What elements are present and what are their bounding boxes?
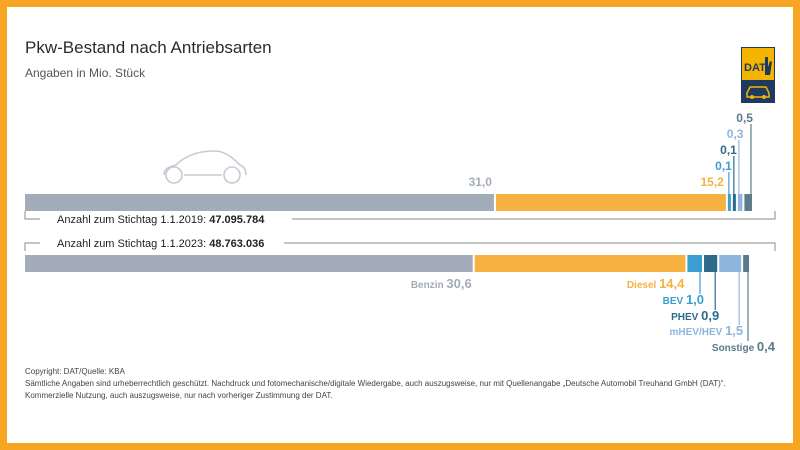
bar-label-2023-2: BEV 1,0 [663, 292, 704, 307]
chart-subtitle: Angaben in Mio. Stück [25, 66, 146, 80]
chart-frame [7, 7, 793, 443]
value-label-2023-5: 0,4 [757, 339, 776, 354]
footer-copyright: Copyright: DAT/Quelle: KBA [25, 367, 125, 376]
bar-label-2023-4: mHEV/HEV 1,5 [669, 323, 743, 338]
value-label-2019-5: 0,5 [736, 111, 753, 125]
category-label-3: PHEV [671, 312, 701, 323]
row1-bracket [24, 211, 776, 220]
bar-2019-diesel [495, 194, 726, 211]
category-label-2: BEV [663, 296, 686, 307]
bar-label-2023-1: Diesel 14,4 [627, 276, 685, 291]
dat-logo-text: DAT [744, 62, 766, 74]
bar-2019-benzin [25, 194, 494, 211]
bar-2019-mhevhev [737, 194, 743, 211]
value-label-2023-3: 0,9 [701, 308, 719, 323]
bar-2023-bev [687, 255, 703, 272]
bar-2023-diesel [474, 255, 686, 272]
bar-label-2023-5: Sonstige 0,4 [712, 339, 776, 354]
value-label-2023-4: 1,5 [725, 323, 743, 338]
footer-rights: Sämtliche Angaben sind urheberrechtlich … [25, 379, 726, 388]
value-label-2019-0: 31,0 [469, 175, 493, 189]
row2-total-label: Anzahl zum Stichtag 1.1.2023: 48.763.036 [57, 238, 264, 250]
category-label-1: Diesel [627, 280, 659, 291]
bar-label-2023-0: Benzin 30,6 [411, 276, 472, 291]
value-label-2019-3: 0,1 [720, 143, 737, 157]
footer-commercial: Kommerzielle Nutzung, auch auszugsweise,… [25, 391, 333, 400]
value-label-2019-2: 0,1 [715, 159, 732, 173]
bar-2023-phev [704, 255, 718, 272]
bar-2023-sonstige [743, 255, 749, 272]
value-label-2019-1: 15,2 [701, 175, 725, 189]
chart-title: Pkw-Bestand nach Antriebsarten [25, 38, 272, 57]
category-label-5: Sonstige [712, 343, 757, 354]
bar-2023-benzin [25, 255, 473, 272]
bar-2019-sonstige [744, 194, 752, 211]
row2-bracket [24, 242, 776, 251]
dat-logo: DAT [741, 47, 775, 103]
car-outline-icon [163, 150, 247, 184]
bar-2023-mhevhev [719, 255, 742, 272]
value-label-2023-0: 30,6 [446, 276, 471, 291]
value-label-2023-1: 14,4 [659, 276, 685, 291]
bar-2019-bev [727, 194, 731, 211]
category-label-0: Benzin [411, 280, 447, 291]
bar-label-2023-3: PHEV 0,9 [671, 308, 719, 323]
category-label-4: mHEV/HEV [669, 327, 725, 338]
value-label-2023-2: 1,0 [686, 292, 704, 307]
value-label-2019-4: 0,3 [727, 127, 744, 141]
row1-total-label: Anzahl zum Stichtag 1.1.2019: 47.095.784 [57, 214, 265, 226]
bar-2019-phev [732, 194, 736, 211]
